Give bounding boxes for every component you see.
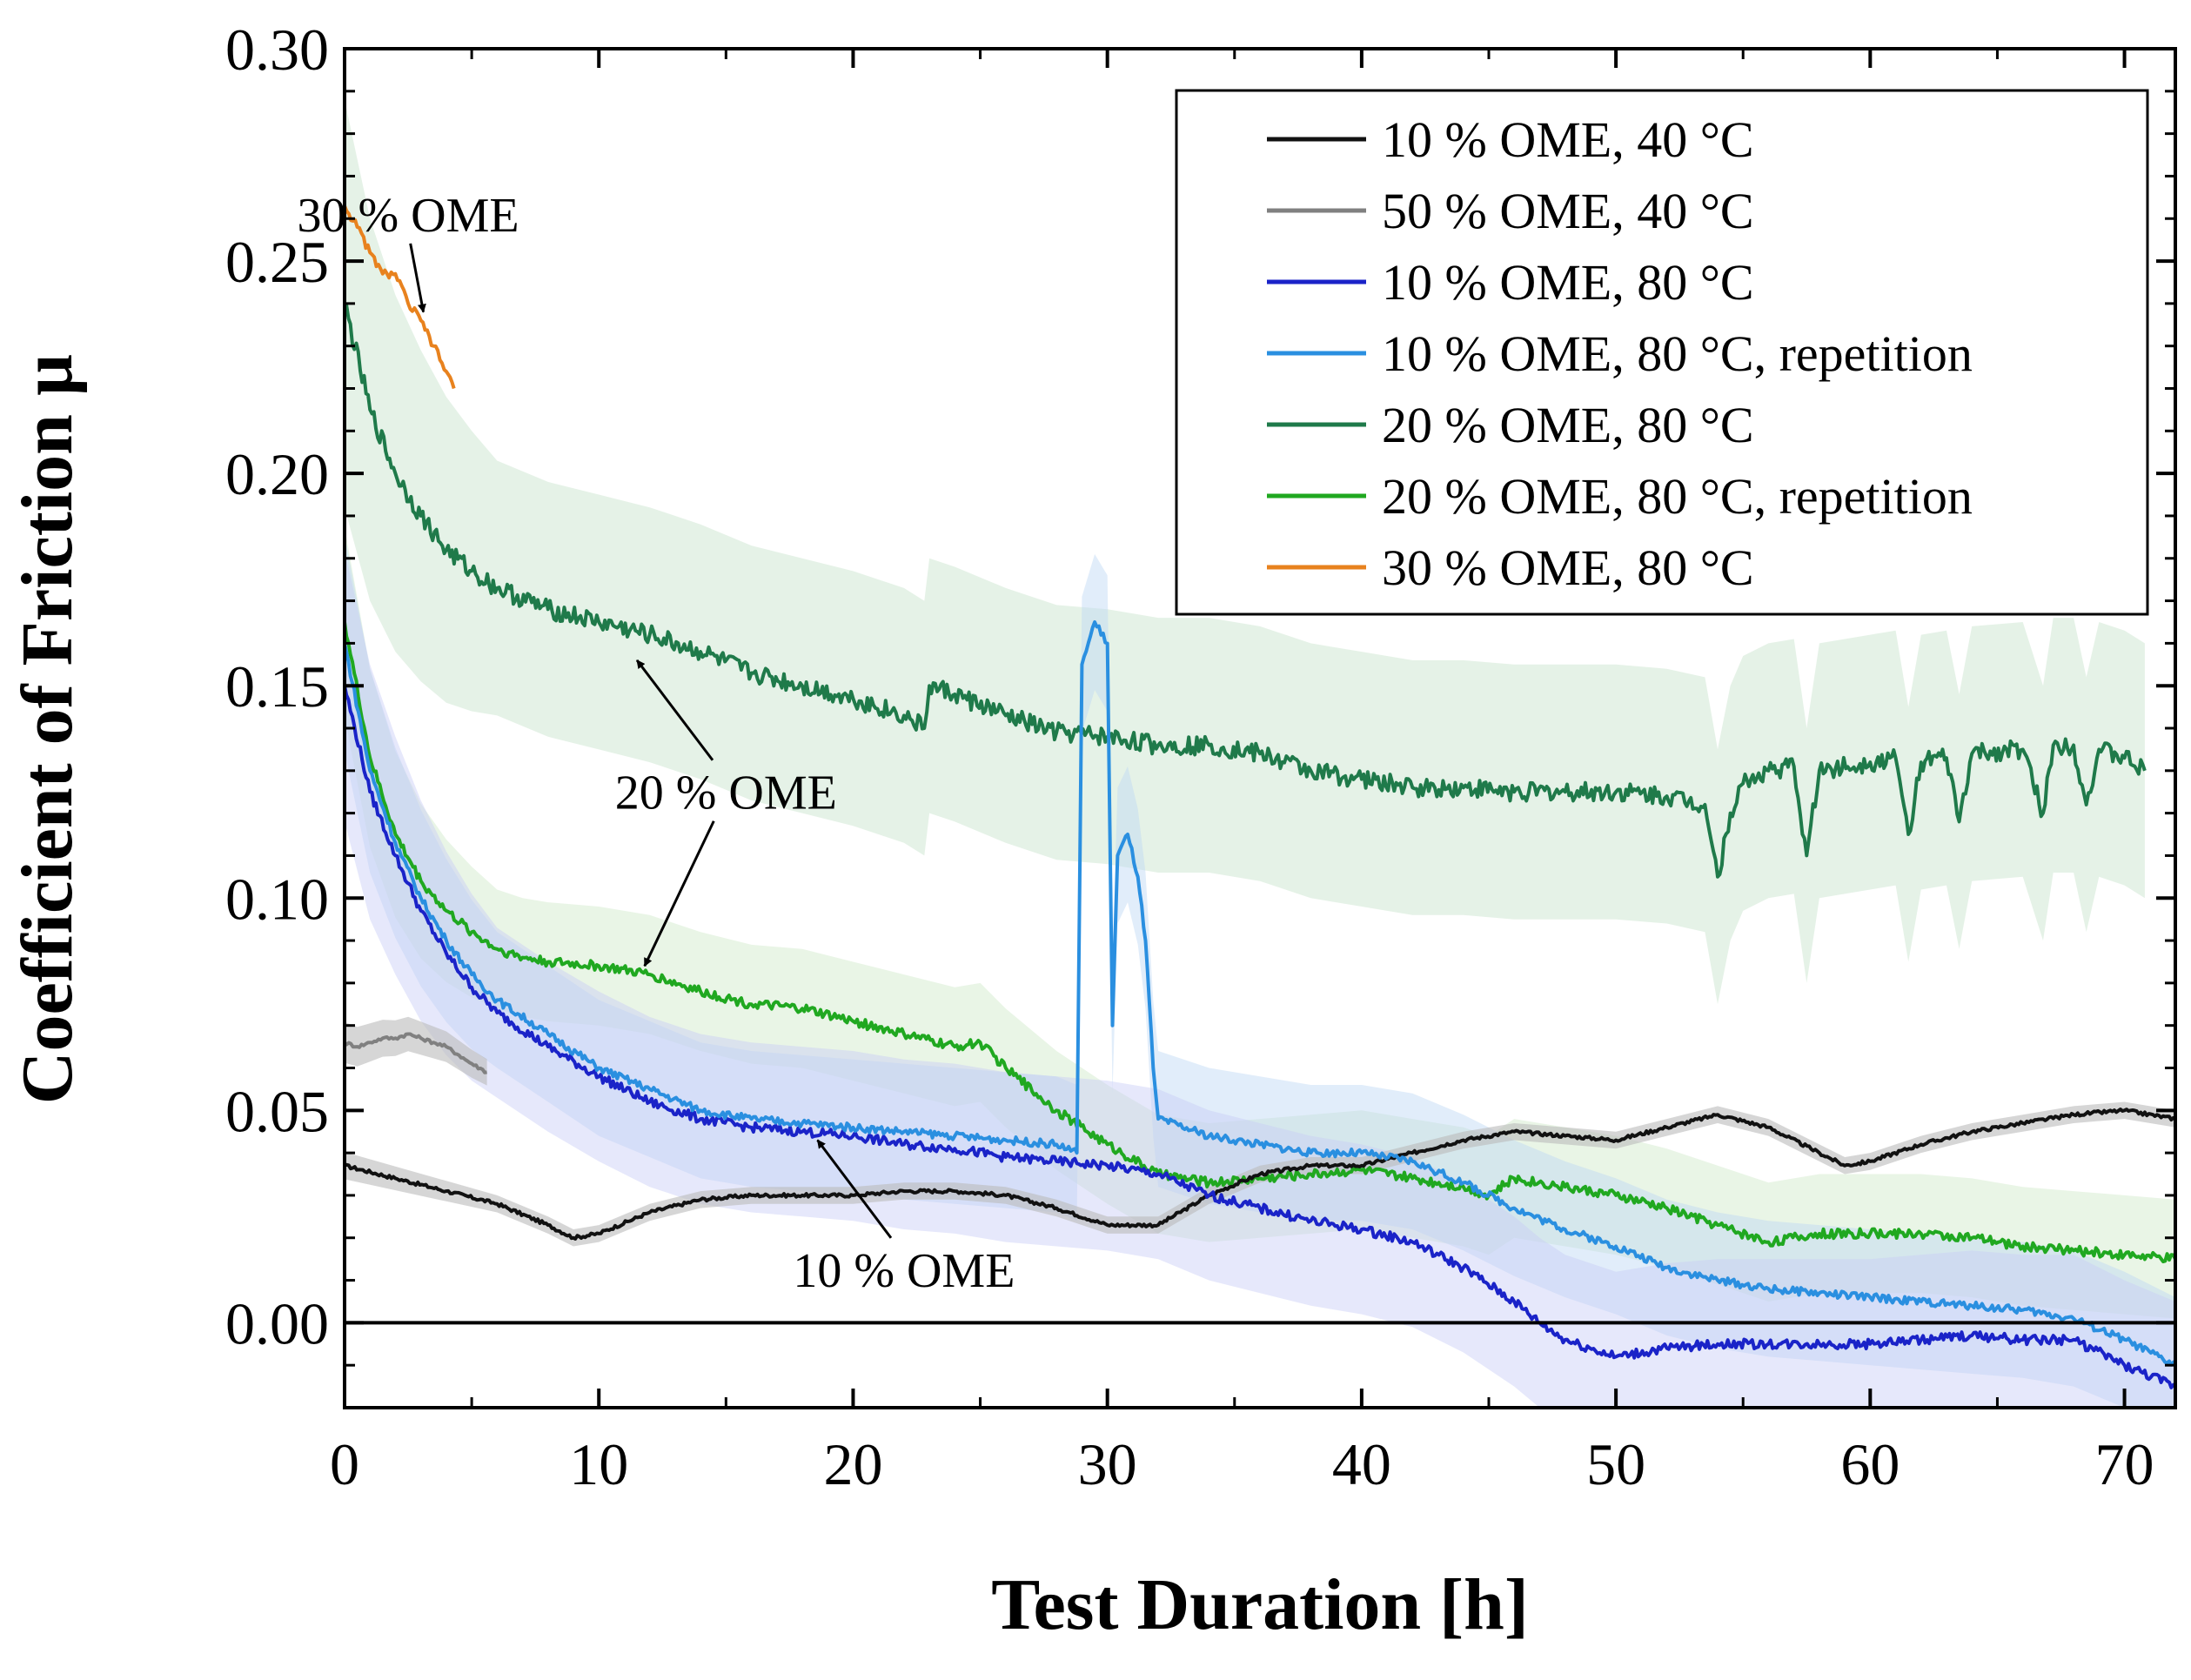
y-axis-title: Coefficient of Friction µ (7, 354, 88, 1104)
x-tick-label: 0 (330, 1431, 359, 1497)
series-line-6 (345, 204, 456, 390)
x-tick-label: 60 (1840, 1431, 1900, 1497)
legend-label: 50 % OME, 40 °C (1382, 183, 1754, 239)
series-line-1 (345, 1032, 487, 1074)
annotation-label: 20 % OME (615, 766, 837, 820)
x-axis-title: Test Duration [h] (991, 1564, 1529, 1645)
legend-label: 10 % OME, 40 °C (1382, 111, 1754, 168)
annotation-arrow (635, 659, 714, 761)
legend: 10 % OME, 40 °C 50 % OME, 40 °C 10 % OME, … (1175, 89, 2149, 616)
y-tick-label: 0.05 (225, 1078, 329, 1144)
series-lines (345, 204, 2175, 1389)
y-tick-label: 0.25 (225, 229, 329, 295)
band-50-ome-40-c (345, 1016, 487, 1086)
legend-label: 10 % OME, 80 °C (1382, 254, 1754, 311)
legend-label: 20 % OME, 80 °C (1382, 397, 1754, 453)
x-tick-label: 30 (1078, 1431, 1137, 1497)
y-tick-label: 0.15 (225, 653, 329, 720)
annotation-label: 10 % OME (793, 1244, 1015, 1298)
annotation-arrow (409, 243, 426, 313)
annotation-arrow (643, 820, 715, 967)
axes: 0 10 20 30 40 50 60 70 0.00 0.05 0.10 0.15 0.20 0.25 0… (225, 17, 2177, 1497)
legend-label: 20 % OME, 80 °C, repetition (1382, 468, 1973, 525)
x-tick-label: 20 (823, 1431, 882, 1497)
y-tick-label: 0.20 (225, 441, 329, 507)
legend-label: 30 % OME, 80 °C (1382, 539, 1754, 596)
y-tick-label: 0.10 (225, 866, 329, 932)
series-line-2 (345, 685, 2175, 1389)
y-tick-label: 0.00 (225, 1290, 329, 1356)
series-line-4 (345, 302, 2147, 879)
annotation-label: 30 % OME (298, 189, 519, 243)
x-tick-label: 40 (1332, 1431, 1391, 1497)
series-line-3 (345, 620, 2175, 1367)
series-line-0 (345, 1108, 2175, 1241)
annotation-arrow (816, 1139, 893, 1239)
y-tick-label: 0.30 (225, 17, 329, 83)
band-20-ome-80-c (345, 99, 2145, 1005)
x-tick-label: 70 (2095, 1431, 2154, 1497)
x-tick-label: 10 (569, 1431, 628, 1497)
annotations: 30 % OME 20 % OME 10 % OME (298, 189, 1015, 1298)
x-tick-label: 50 (1586, 1431, 1645, 1497)
legend-label: 10 % OME, 80 °C, repetition (1382, 325, 1973, 382)
